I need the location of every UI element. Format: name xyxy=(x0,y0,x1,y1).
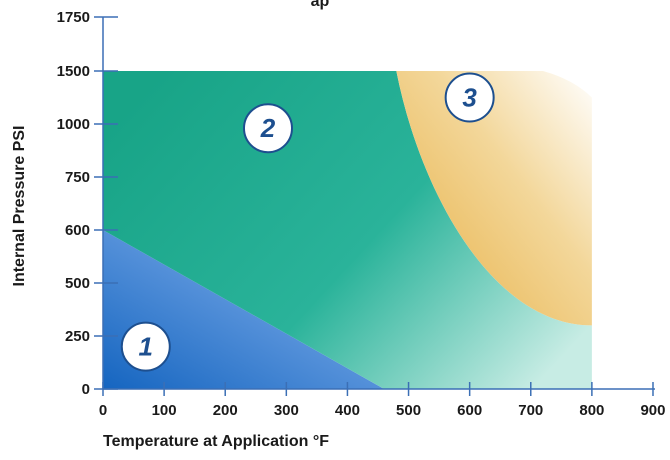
y-tick-label: 1500 xyxy=(57,63,90,80)
y-tick-label: 750 xyxy=(65,169,90,186)
zone-badge-circle xyxy=(242,103,293,154)
zone-badge-circle xyxy=(120,321,171,372)
x-tick-label: 0 xyxy=(99,402,107,419)
region-zone-3 xyxy=(396,71,592,326)
x-tick-label: 700 xyxy=(518,402,543,419)
zone-label: 2 xyxy=(260,113,276,143)
x-tick-label: 400 xyxy=(335,402,360,419)
axes-layer xyxy=(102,17,655,390)
y-tick-label: 600 xyxy=(65,222,90,239)
y-tick-label: 250 xyxy=(65,328,90,345)
zone-1-badge: 1 xyxy=(120,321,171,372)
y-tick-label: 1750 xyxy=(57,9,90,26)
x-axis-title: Temperature at Application °F xyxy=(103,433,329,450)
ticks-layer: 0 100 200 300 400 500 600 700 800 900 0 250 500 600 75… xyxy=(57,9,666,419)
x-tick-label: 500 xyxy=(396,402,421,419)
x-tick-label: 600 xyxy=(457,402,482,419)
zone-2-badge: 2 xyxy=(242,103,293,154)
zone-label: 3 xyxy=(462,83,477,113)
regions-layer xyxy=(103,71,592,389)
x-tick-label: 800 xyxy=(579,402,604,419)
x-tick-label: 900 xyxy=(640,402,665,419)
x-tick-label: 300 xyxy=(274,402,299,419)
y-axis-title: Internal Pressure PSI xyxy=(11,126,28,287)
x-tick-label: 200 xyxy=(213,402,238,419)
chart-title: ap xyxy=(311,0,330,10)
region-zone-2 xyxy=(103,71,592,389)
zone-labels-layer: 1 2 3 xyxy=(120,72,495,372)
y-tick-label: 1000 xyxy=(57,116,90,133)
zone-label: 1 xyxy=(139,332,153,362)
y-tick-label: 0 xyxy=(82,381,90,398)
zone-badge-circle xyxy=(444,72,495,123)
zone-3-badge: 3 xyxy=(444,72,495,123)
y-tick-label: 500 xyxy=(65,275,90,292)
x-tick-label: 100 xyxy=(152,402,177,419)
